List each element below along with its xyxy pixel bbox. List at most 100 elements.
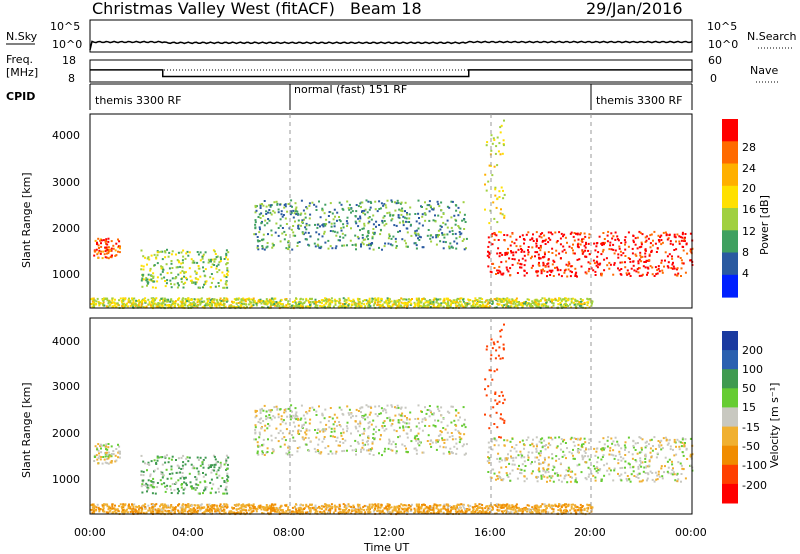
velocity-cell bbox=[254, 411, 257, 414]
power-cell bbox=[362, 243, 365, 246]
velocity-cell bbox=[261, 426, 263, 428]
power-cell bbox=[167, 298, 170, 301]
power-cell bbox=[157, 251, 160, 254]
velocity-cell bbox=[102, 506, 105, 508]
power-cell bbox=[453, 240, 456, 243]
power-cell bbox=[170, 306, 173, 309]
velocity-cell bbox=[179, 471, 182, 474]
power-cell bbox=[338, 201, 341, 204]
power-cell bbox=[328, 305, 331, 308]
power-cell bbox=[351, 300, 354, 303]
power-cell bbox=[313, 302, 316, 305]
velocity-cell bbox=[164, 490, 167, 493]
power-cell bbox=[683, 238, 686, 241]
power-cell bbox=[292, 231, 295, 234]
velocity-cell bbox=[276, 408, 279, 411]
velocity-cell bbox=[330, 430, 333, 433]
velocity-cell bbox=[343, 506, 346, 509]
power-cell bbox=[664, 231, 667, 234]
velocity-cell bbox=[252, 507, 255, 510]
power-cell bbox=[97, 251, 100, 254]
power-cell bbox=[311, 297, 313, 300]
power-cell bbox=[158, 305, 161, 308]
velocity-cell bbox=[391, 509, 394, 512]
power-cell bbox=[275, 301, 278, 303]
power-cell bbox=[513, 258, 516, 261]
power-cell bbox=[620, 242, 623, 244]
velocity-cell bbox=[227, 456, 230, 459]
velocity-cell bbox=[167, 461, 170, 464]
power-cell bbox=[335, 245, 338, 248]
power-cell bbox=[484, 183, 486, 186]
power-cell bbox=[673, 235, 676, 238]
power-cell bbox=[191, 261, 194, 264]
power-cell bbox=[197, 253, 200, 256]
velocity-cell bbox=[363, 427, 366, 430]
power-cell bbox=[274, 297, 277, 300]
power-cell bbox=[415, 234, 418, 237]
power-cell bbox=[547, 231, 550, 234]
power-cell bbox=[209, 276, 212, 279]
power-cell bbox=[279, 203, 282, 206]
velocity-cell bbox=[421, 420, 424, 423]
power-cell bbox=[491, 232, 494, 235]
power-cell bbox=[409, 303, 412, 306]
velocity-cell bbox=[320, 451, 323, 454]
velocity-cell bbox=[307, 437, 310, 440]
power-cell bbox=[383, 245, 386, 248]
power-cell bbox=[566, 304, 568, 306]
velocity-cell bbox=[398, 505, 401, 508]
power-cell bbox=[381, 248, 383, 251]
velocity-cell bbox=[355, 453, 357, 456]
power-cell bbox=[176, 282, 179, 285]
power-cell bbox=[167, 304, 170, 306]
power-cell bbox=[374, 208, 377, 211]
velocity-cell bbox=[256, 444, 259, 447]
power-cell bbox=[264, 302, 267, 305]
power-cell bbox=[132, 305, 134, 308]
velocity-cell bbox=[160, 470, 163, 473]
power-cell bbox=[418, 302, 421, 305]
velocity-cell bbox=[219, 465, 222, 468]
velocity-cell bbox=[177, 509, 180, 512]
velocity-cell bbox=[454, 428, 457, 431]
power-cell bbox=[442, 213, 445, 215]
velocity-cell bbox=[92, 504, 95, 507]
velocity-cell bbox=[331, 417, 334, 420]
power-cell bbox=[287, 241, 290, 244]
velocity-cell bbox=[414, 447, 417, 450]
power-cell bbox=[161, 304, 164, 307]
velocity-cell bbox=[459, 438, 462, 441]
velocity-cell bbox=[470, 510, 473, 513]
velocity-cell bbox=[210, 464, 212, 467]
velocity-cell bbox=[400, 507, 403, 510]
power-cell bbox=[418, 239, 421, 241]
power-cell bbox=[465, 237, 468, 240]
velocity-cell bbox=[254, 426, 257, 429]
power-cell bbox=[354, 234, 357, 237]
power-cell bbox=[535, 238, 538, 241]
velocity-cell bbox=[115, 448, 118, 450]
power-cell bbox=[520, 266, 523, 269]
velocity-cell bbox=[362, 432, 365, 435]
power-cell bbox=[138, 299, 140, 302]
velocity-cell bbox=[93, 511, 96, 514]
power-cell bbox=[462, 298, 464, 301]
velocity-cell bbox=[541, 509, 544, 512]
velocity-cell bbox=[397, 506, 399, 509]
power-cell bbox=[101, 257, 104, 260]
power-cell bbox=[218, 261, 221, 264]
velocity-cell bbox=[194, 476, 197, 478]
power-cell bbox=[459, 304, 462, 307]
power-cell bbox=[456, 304, 459, 307]
velocity-cell bbox=[287, 407, 290, 410]
velocity-cell bbox=[510, 508, 513, 511]
velocity-cell bbox=[455, 414, 458, 417]
velocity-cell bbox=[354, 425, 357, 428]
power-cell bbox=[497, 239, 500, 241]
power-cell bbox=[536, 251, 539, 254]
power-cell bbox=[668, 253, 671, 256]
power-cell bbox=[519, 235, 521, 238]
power-cell bbox=[649, 246, 652, 249]
velocity-cell bbox=[505, 512, 507, 515]
